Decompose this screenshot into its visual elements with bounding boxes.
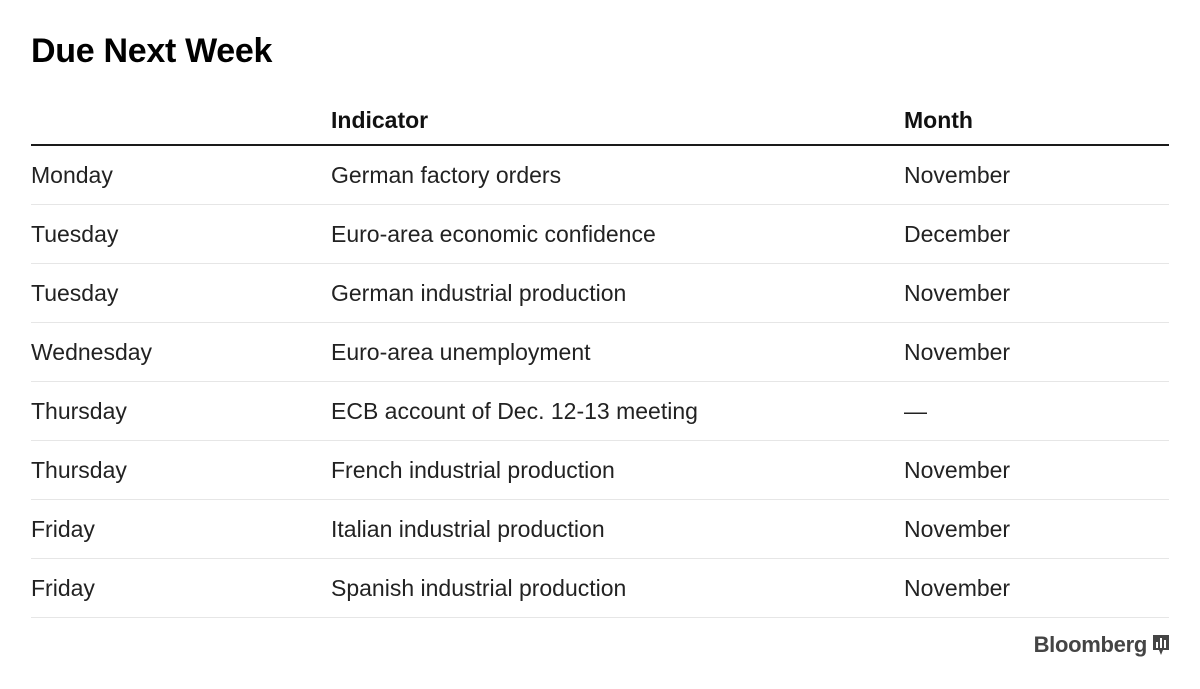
- table-row: Wednesday Euro-area unemployment Novembe…: [31, 322, 1169, 382]
- indicator-cell: French industrial production: [331, 440, 904, 500]
- month-cell: November: [904, 440, 1169, 500]
- day-cell: Friday: [31, 558, 331, 618]
- day-cell: Wednesday: [31, 322, 331, 382]
- table-row: Thursday ECB account of Dec. 12-13 meeti…: [31, 381, 1169, 441]
- bloomberg-wordmark: Bloomberg: [1033, 632, 1148, 657]
- column-header-day: [31, 96, 331, 146]
- day-cell: Tuesday: [31, 263, 331, 323]
- day-cell: Thursday: [31, 440, 331, 500]
- month-cell: November: [904, 558, 1169, 618]
- indicator-cell: German industrial production: [331, 263, 904, 323]
- indicator-cell: Euro-area unemployment: [331, 322, 904, 382]
- month-cell: December: [904, 204, 1169, 264]
- table-row: Monday German factory orders November: [31, 145, 1169, 205]
- day-cell: Tuesday: [31, 204, 331, 264]
- table-row: Tuesday Euro-area economic confidence De…: [31, 204, 1169, 264]
- table-row: Tuesday German industrial production Nov…: [31, 263, 1169, 323]
- indicator-cell: Euro-area economic confidence: [331, 204, 904, 264]
- day-cell: Monday: [31, 145, 331, 205]
- indicator-cell: Spanish industrial production: [331, 558, 904, 618]
- month-cell: —: [904, 381, 1169, 441]
- table-header-row: Indicator Month: [31, 96, 1169, 146]
- month-cell: November: [904, 499, 1169, 559]
- table-row: Thursday French industrial production No…: [31, 440, 1169, 500]
- day-cell: Thursday: [31, 381, 331, 441]
- indicator-cell: ECB account of Dec. 12-13 meeting: [331, 381, 904, 441]
- indicator-cell: Italian industrial production: [331, 499, 904, 559]
- source-brand: Bloomberg: [1034, 632, 1169, 658]
- month-cell: November: [904, 145, 1169, 205]
- chart-title: Due Next Week: [31, 32, 273, 70]
- column-header-month: Month: [904, 96, 1169, 146]
- month-cell: November: [904, 263, 1169, 323]
- month-cell: November: [904, 322, 1169, 382]
- schedule-table: Indicator Month Monday German factory or…: [31, 96, 1169, 618]
- bloomberg-chart-icon: [1153, 635, 1169, 655]
- column-header-indicator: Indicator: [331, 96, 904, 146]
- table-row: Friday Spanish industrial production Nov…: [31, 558, 1169, 618]
- table-row: Friday Italian industrial production Nov…: [31, 499, 1169, 559]
- indicator-cell: German factory orders: [331, 145, 904, 205]
- day-cell: Friday: [31, 499, 331, 559]
